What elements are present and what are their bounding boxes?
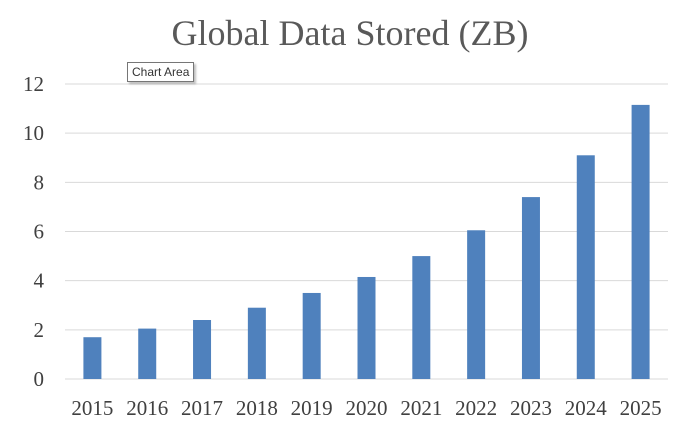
bar-2016[interactable]	[138, 328, 157, 379]
y-tick-label: 6	[34, 220, 45, 244]
x-tick-label: 2020	[346, 396, 388, 420]
x-tick-label: 2023	[510, 396, 552, 420]
bar-2022[interactable]	[467, 230, 486, 379]
y-tick-label: 4	[34, 269, 45, 293]
chart-title: Global Data Stored (ZB)	[172, 13, 529, 53]
chart-area-tooltip: Chart Area	[127, 62, 195, 82]
x-tick-label: 2022	[455, 396, 497, 420]
bar-2023[interactable]	[521, 197, 540, 379]
bar-2018[interactable]	[247, 307, 266, 379]
x-tick-label: 2021	[400, 396, 442, 420]
y-tick-label: 8	[34, 170, 45, 194]
y-tick-label: 2	[34, 318, 45, 342]
x-tick-label: 2019	[291, 396, 333, 420]
y-tick-label: 10	[23, 121, 44, 145]
x-tick-label: 2015	[71, 396, 113, 420]
x-tick-label: 2024	[565, 396, 608, 420]
bar-2019[interactable]	[302, 292, 321, 379]
y-tick-label: 0	[34, 367, 45, 391]
y-axis-ticks: 0 2 4 6 8 10 12	[23, 72, 45, 391]
x-tick-label: 2018	[236, 396, 278, 420]
y-tick-label: 12	[23, 72, 44, 96]
bar-2017[interactable]	[193, 320, 212, 379]
bar-2021[interactable]	[412, 256, 431, 379]
bar-2025[interactable]	[631, 104, 650, 379]
bar-2020[interactable]	[357, 276, 376, 379]
bar-2024[interactable]	[576, 155, 595, 379]
bars	[83, 104, 650, 379]
x-axis-ticks: 2015 2016 2017 2018 2019 2020 2021 2022 2023 2024…	[71, 396, 661, 420]
x-tick-label: 2016	[126, 396, 168, 420]
x-tick-label: 2017	[181, 396, 223, 420]
bar-2015[interactable]	[83, 337, 102, 379]
x-tick-label: 2025	[620, 396, 662, 420]
